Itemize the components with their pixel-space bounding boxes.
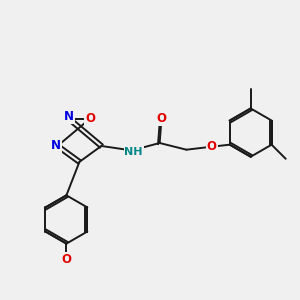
Text: N: N (64, 110, 74, 123)
Text: NH: NH (124, 147, 143, 157)
Text: O: O (85, 112, 95, 125)
Text: N: N (51, 140, 61, 152)
Text: O: O (207, 140, 217, 153)
Text: O: O (157, 112, 166, 125)
Text: O: O (61, 253, 71, 266)
